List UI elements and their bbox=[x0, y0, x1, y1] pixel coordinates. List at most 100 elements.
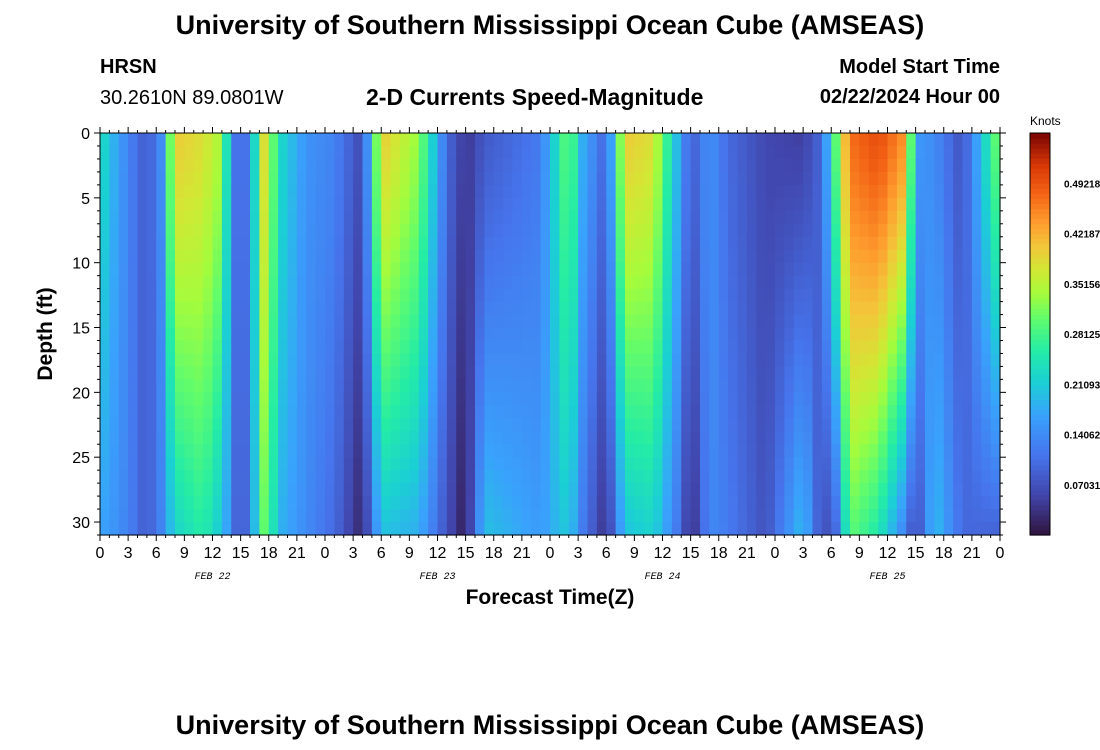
heatmap-cell bbox=[793, 496, 804, 510]
heatmap-cell bbox=[746, 314, 757, 329]
heatmap-cell bbox=[109, 353, 120, 368]
heatmap-cell bbox=[484, 522, 495, 536]
colorbar-swatch bbox=[1030, 308, 1050, 315]
heatmap-cell bbox=[728, 184, 739, 199]
heatmap-cell bbox=[493, 314, 504, 329]
heatmap-cell bbox=[381, 470, 392, 484]
heatmap-cell bbox=[446, 197, 457, 212]
heatmap-cell bbox=[578, 366, 589, 380]
heatmap-cell bbox=[465, 210, 476, 225]
heatmap-cell bbox=[934, 262, 945, 277]
colorbar-swatch bbox=[1030, 464, 1050, 471]
heatmap-cell bbox=[587, 262, 598, 277]
heatmap-cell bbox=[353, 418, 364, 432]
heatmap-cell bbox=[165, 275, 176, 290]
heatmap-cell bbox=[212, 301, 223, 316]
heatmap-cell bbox=[990, 145, 1001, 160]
heatmap-cell bbox=[887, 249, 898, 264]
heatmap-cell bbox=[175, 236, 185, 251]
heatmap-cell bbox=[868, 379, 879, 393]
heatmap-cell bbox=[671, 470, 682, 484]
heatmap-cell bbox=[512, 379, 523, 393]
heatmap-cell bbox=[221, 249, 232, 264]
heatmap-cell bbox=[746, 262, 757, 277]
heatmap-cell bbox=[681, 236, 692, 251]
heatmap-cell bbox=[606, 405, 617, 419]
heatmap-cell bbox=[156, 197, 167, 212]
colorbar-swatch bbox=[1030, 529, 1050, 536]
heatmap-cell bbox=[315, 444, 326, 458]
heatmap-cell bbox=[437, 444, 448, 458]
heatmap-cell bbox=[240, 457, 251, 471]
heatmap-cell bbox=[381, 288, 392, 303]
heatmap-cell bbox=[906, 223, 917, 238]
heatmap-cell bbox=[100, 418, 110, 432]
heatmap-cell bbox=[100, 444, 110, 458]
heatmap-cell bbox=[493, 366, 504, 380]
heatmap-cell bbox=[146, 483, 157, 497]
heatmap-cell bbox=[296, 496, 307, 510]
heatmap-cell bbox=[690, 444, 701, 458]
heatmap-cell bbox=[859, 184, 870, 199]
heatmap-cell bbox=[587, 418, 598, 432]
heatmap-cell bbox=[812, 171, 823, 186]
heatmap-cell bbox=[746, 418, 757, 432]
heatmap-cell bbox=[521, 340, 532, 355]
heatmap-cell bbox=[821, 470, 832, 484]
heatmap-cell bbox=[146, 133, 157, 147]
colorbar-swatch bbox=[1030, 489, 1050, 496]
heatmap-cell bbox=[512, 249, 523, 264]
heatmap-cell bbox=[718, 158, 729, 173]
heatmap-cell bbox=[803, 171, 814, 186]
heatmap-cell bbox=[184, 327, 195, 342]
heatmap-cell bbox=[418, 327, 429, 342]
heatmap-cell bbox=[203, 483, 214, 497]
heatmap-cell bbox=[503, 301, 514, 316]
heatmap-cell bbox=[540, 379, 551, 393]
heatmap-cell bbox=[896, 418, 907, 432]
heatmap-cell bbox=[278, 405, 289, 419]
heatmap-cell bbox=[981, 288, 992, 303]
heatmap-cell bbox=[278, 340, 289, 355]
heatmap-cell bbox=[184, 158, 195, 173]
heatmap-cell bbox=[231, 379, 242, 393]
colorbar-swatch bbox=[1030, 394, 1050, 400]
heatmap-cell bbox=[193, 145, 204, 160]
heatmap-cell bbox=[250, 158, 260, 173]
heatmap-cell bbox=[840, 145, 851, 160]
heatmap-cell bbox=[821, 379, 832, 393]
heatmap-cell bbox=[634, 288, 645, 303]
heatmap-cell bbox=[559, 457, 570, 471]
heatmap-cell bbox=[981, 496, 992, 510]
heatmap-cell bbox=[456, 522, 467, 536]
heatmap-cell bbox=[240, 145, 251, 160]
heatmap-cell bbox=[306, 444, 317, 458]
heatmap-cell bbox=[812, 210, 823, 225]
heatmap-cell bbox=[878, 158, 889, 173]
heatmap-cell bbox=[634, 223, 645, 238]
heatmap-cell bbox=[831, 392, 842, 406]
heatmap-cell bbox=[475, 496, 485, 510]
heatmap-cell bbox=[428, 223, 439, 238]
heatmap-cell bbox=[278, 314, 289, 329]
heatmap-cell bbox=[221, 184, 232, 199]
heatmap-cell bbox=[775, 353, 785, 368]
heatmap-cell bbox=[475, 327, 485, 342]
heatmap-cell bbox=[671, 210, 682, 225]
heatmap-cell bbox=[925, 184, 935, 199]
heatmap-cell bbox=[615, 301, 626, 316]
heatmap-cell bbox=[943, 522, 954, 536]
heatmap-cell bbox=[756, 379, 767, 393]
heatmap-cell bbox=[268, 522, 279, 536]
heatmap-cell bbox=[700, 431, 710, 445]
x-tick-label: 9 bbox=[630, 545, 639, 562]
heatmap-cell bbox=[709, 405, 720, 419]
heatmap-cell bbox=[746, 288, 757, 303]
heatmap-cell bbox=[484, 145, 495, 160]
heatmap-cell bbox=[446, 133, 457, 147]
heatmap-cell bbox=[643, 210, 654, 225]
heatmap-cell bbox=[812, 353, 823, 368]
heatmap-cell bbox=[550, 197, 560, 212]
heatmap-cell bbox=[868, 496, 879, 510]
heatmap-cell bbox=[343, 470, 354, 484]
